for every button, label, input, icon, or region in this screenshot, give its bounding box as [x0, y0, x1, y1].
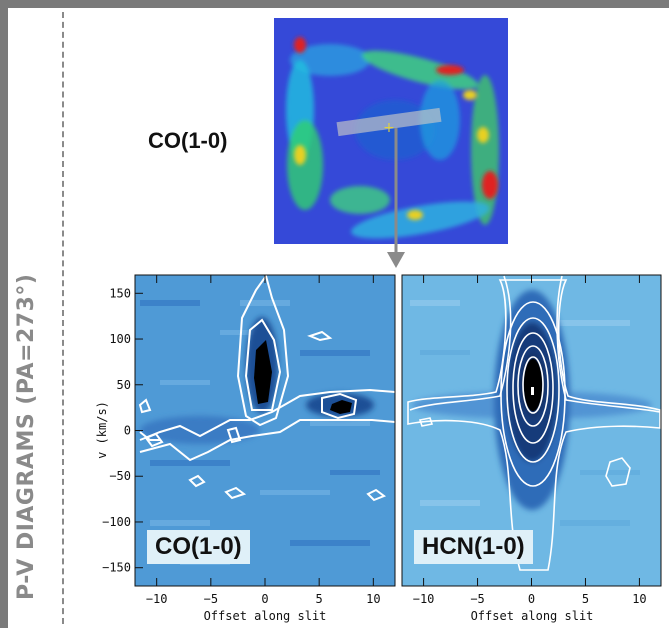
x-tick-label: 5: [316, 592, 323, 606]
svg-text:+: +: [383, 120, 395, 136]
y-tick-label: −100: [102, 515, 131, 529]
co-panel-label: CO(1-0): [147, 530, 250, 564]
co-xlabel: Offset along slit: [204, 609, 327, 623]
y-tick-label: −150: [102, 561, 131, 575]
y-tick-label: 100: [109, 332, 131, 346]
y-tick-label: 50: [117, 378, 131, 392]
y-tick-label: 0: [124, 424, 131, 438]
x-tick-label: −5: [470, 592, 484, 606]
x-tick-label: 0: [261, 592, 268, 606]
hcn-panel-label: HCN(1-0): [414, 530, 533, 564]
y-tick-label: −50: [109, 469, 131, 483]
frame-left-border: [0, 0, 8, 628]
dashed-separator: [62, 12, 64, 624]
y-tick-label: 150: [109, 286, 131, 300]
x-tick-label: 10: [366, 592, 380, 606]
x-tick-label: −10: [146, 592, 168, 606]
axes-hcn: −10 −5 0 5 10 Offset along slit: [413, 275, 647, 623]
x-tick-label: 0: [528, 592, 535, 606]
co-ylabel: v (km/s): [95, 401, 109, 459]
co-intensity-map: +: [274, 18, 508, 244]
x-tick-label: 5: [582, 592, 589, 606]
frame-top-border: [0, 0, 669, 8]
x-tick-label: −5: [204, 592, 218, 606]
x-tick-label: −10: [413, 592, 435, 606]
hcn-xlabel: Offset along slit: [471, 609, 594, 623]
slit-arrow: [387, 128, 405, 268]
x-tick-label: 10: [632, 592, 646, 606]
map-label: CO(1-0): [148, 128, 228, 153]
